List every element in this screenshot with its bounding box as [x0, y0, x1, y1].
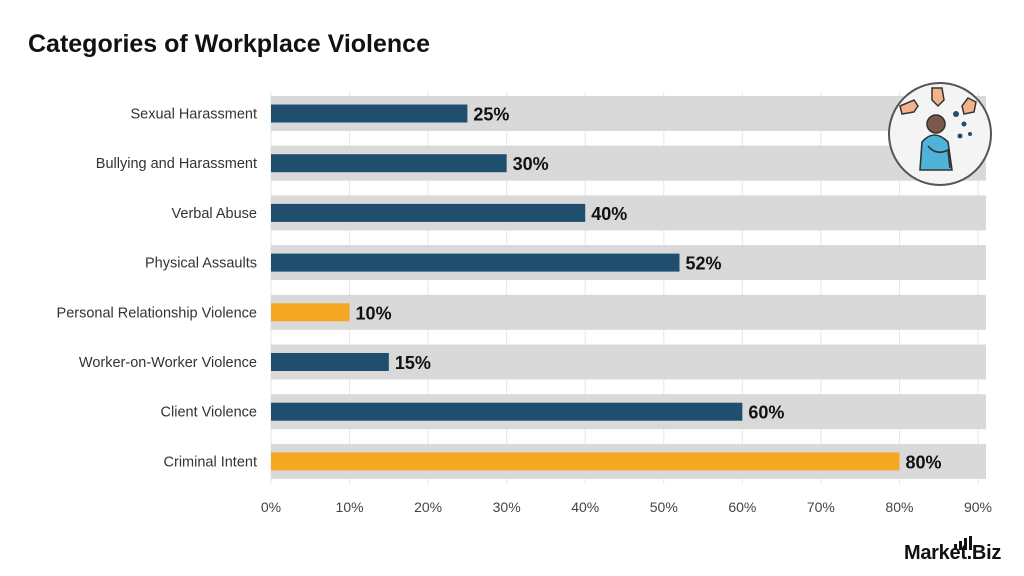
- value-label: 10%: [356, 303, 392, 323]
- bar: [271, 452, 900, 471]
- bar: [271, 303, 350, 322]
- x-tick-label: 30%: [493, 499, 521, 515]
- category-label: Sexual Harassment: [130, 107, 257, 123]
- x-tick-label: 80%: [885, 499, 913, 515]
- x-tick-label: 10%: [336, 499, 364, 515]
- x-tick-label: 60%: [728, 499, 756, 515]
- brand-logo: Market.Biz: [904, 542, 1002, 564]
- x-tick-label: 0%: [261, 499, 281, 515]
- category-label: Client Violence: [161, 405, 257, 421]
- person-being-blamed-icon: [888, 82, 992, 186]
- category-label: Personal Relationship Violence: [57, 305, 257, 321]
- bar: [271, 203, 586, 222]
- value-label: 60%: [748, 403, 784, 423]
- category-label: Physical Assaults: [145, 256, 257, 272]
- x-tick-label: 70%: [807, 499, 835, 515]
- x-tick-label: 40%: [571, 499, 599, 515]
- value-label: 52%: [685, 254, 721, 274]
- brand-bars-icon: [954, 536, 972, 550]
- bar: [271, 104, 468, 123]
- value-label: 40%: [591, 204, 627, 224]
- x-tick-label: 20%: [414, 499, 442, 515]
- value-label: 25%: [473, 105, 509, 125]
- category-label: Verbal Abuse: [172, 206, 257, 222]
- chart-title: Categories of Workplace Violence: [28, 30, 430, 58]
- category-label: Worker-on-Worker Violence: [79, 355, 257, 371]
- value-label: 80%: [905, 452, 941, 472]
- bar: [271, 353, 389, 371]
- value-label: 30%: [513, 154, 549, 174]
- x-tick-label: 90%: [964, 499, 992, 515]
- bar: [271, 253, 680, 272]
- bar: [271, 402, 743, 421]
- bar: [271, 154, 507, 173]
- bar-track: [271, 294, 986, 330]
- x-tick-label: 50%: [650, 499, 678, 515]
- category-label: Bullying and Harassment: [96, 156, 257, 172]
- value-label: 15%: [395, 353, 431, 373]
- category-label: Criminal Intent: [164, 454, 257, 470]
- bar-track: [271, 344, 986, 380]
